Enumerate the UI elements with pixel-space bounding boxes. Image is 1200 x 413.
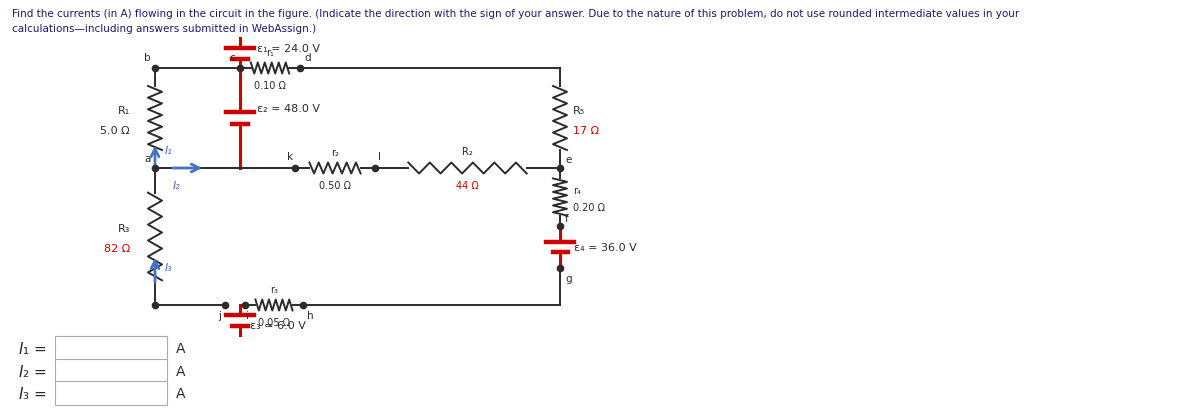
Text: ε₁ = 24.0 V: ε₁ = 24.0 V xyxy=(257,44,320,54)
Text: f: f xyxy=(565,214,569,223)
Text: A: A xyxy=(176,341,186,355)
Text: R₃: R₃ xyxy=(118,224,130,234)
Text: e: e xyxy=(565,154,571,165)
Text: Find the currents (in A) flowing in the circuit in the figure. (Indicate the dir: Find the currents (in A) flowing in the … xyxy=(12,9,1019,19)
Text: calculations—including answers submitted in WebAssign.): calculations—including answers submitted… xyxy=(12,24,316,34)
Text: j: j xyxy=(218,310,221,320)
Text: ε₄ = 36.0 V: ε₄ = 36.0 V xyxy=(574,242,637,252)
Text: I₃: I₃ xyxy=(166,262,173,272)
Text: ε₂ = 48.0 V: ε₂ = 48.0 V xyxy=(257,104,320,114)
Text: 0.50 Ω: 0.50 Ω xyxy=(319,180,352,190)
Text: 0.05 Ω: 0.05 Ω xyxy=(258,317,290,327)
Text: h: h xyxy=(307,310,313,320)
Text: R₁: R₁ xyxy=(118,106,130,116)
Text: b: b xyxy=(144,53,151,63)
Text: r₁: r₁ xyxy=(266,48,274,58)
Text: $I₂$ =: $I₂$ = xyxy=(18,363,47,379)
Text: 0.10 Ω: 0.10 Ω xyxy=(254,81,286,91)
Text: $I₃$ =: $I₃$ = xyxy=(18,385,47,401)
Text: 17 Ω: 17 Ω xyxy=(574,126,599,136)
Text: R₅: R₅ xyxy=(574,106,586,116)
Text: I₁: I₁ xyxy=(166,146,173,156)
Text: ε₃ = 6.0 V: ε₃ = 6.0 V xyxy=(250,320,306,330)
Text: 5.0 Ω: 5.0 Ω xyxy=(101,126,130,136)
Text: g: g xyxy=(565,273,571,283)
Text: k: k xyxy=(287,152,293,161)
Text: r₃: r₃ xyxy=(270,284,278,294)
Text: A: A xyxy=(176,386,186,400)
FancyBboxPatch shape xyxy=(55,359,167,383)
Text: R₂: R₂ xyxy=(462,147,473,157)
Text: $I₁$ =: $I₁$ = xyxy=(18,340,47,356)
Text: r₂: r₂ xyxy=(331,147,338,158)
Text: c: c xyxy=(229,53,235,63)
Text: A: A xyxy=(176,364,186,378)
Text: l: l xyxy=(378,152,382,161)
Text: i: i xyxy=(246,310,248,320)
FancyBboxPatch shape xyxy=(55,381,167,405)
FancyBboxPatch shape xyxy=(55,336,167,360)
Text: 44 Ω: 44 Ω xyxy=(456,180,479,190)
Text: 0.20 Ω: 0.20 Ω xyxy=(574,202,605,212)
Text: r₄: r₄ xyxy=(574,185,581,195)
Text: a: a xyxy=(145,154,151,164)
Text: 82 Ω: 82 Ω xyxy=(103,244,130,254)
Text: I₂: I₂ xyxy=(173,180,181,190)
Text: d: d xyxy=(304,53,311,63)
